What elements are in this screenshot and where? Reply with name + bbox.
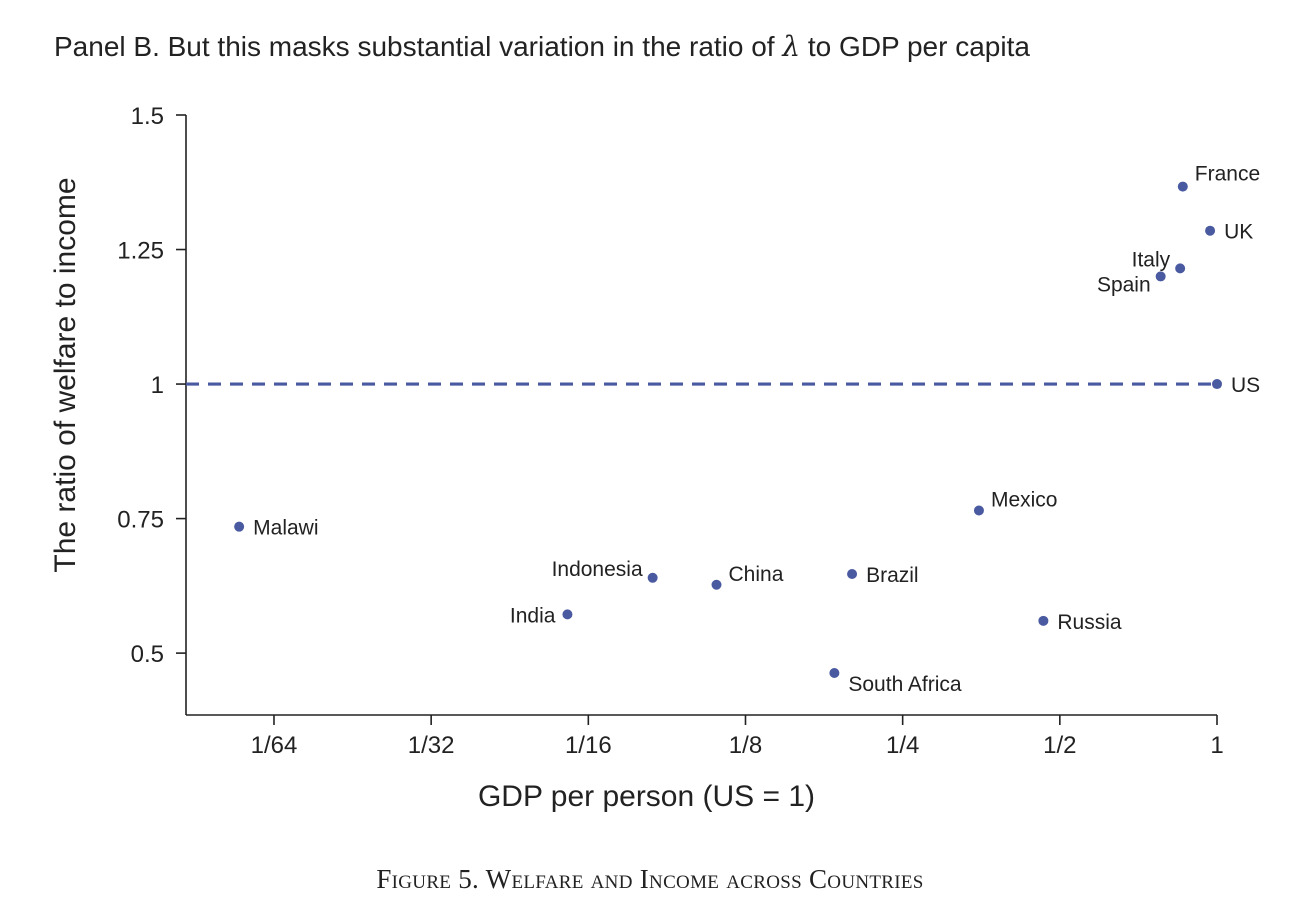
point-label: Spain (1097, 273, 1151, 296)
data-point (1175, 263, 1186, 274)
x-tick-label: 1/16 (565, 732, 612, 759)
point-label: Italy (1132, 248, 1171, 271)
data-point (647, 572, 658, 583)
x-tick-label: 1 (1210, 732, 1223, 759)
y-tick-label: 1 (151, 372, 164, 399)
y-axis-title: The ratio of welfare to income (49, 177, 82, 572)
data-point (711, 579, 722, 590)
data-point (1177, 181, 1188, 192)
data-point (1038, 615, 1049, 626)
point-label: Brazil (866, 564, 919, 587)
y-tick-label: 0.75 (117, 507, 164, 534)
lambda-symbol: λ (782, 30, 801, 63)
data-point (1155, 271, 1166, 282)
data-point (234, 521, 245, 532)
point-label: France (1195, 163, 1260, 186)
data-point (562, 609, 573, 620)
point-label: India (510, 604, 556, 627)
point-label: Indonesia (552, 558, 643, 581)
y-tick-label: 1.5 (131, 103, 164, 130)
point-label: Mexico (991, 489, 1058, 512)
point-label: UK (1224, 221, 1253, 244)
axes: 0.5 0.75 1 1.25 1.5 1/64 1/32 1/16 1/8 1/4 1/2 1 (117, 103, 1223, 759)
point-label: South Africa (848, 673, 962, 696)
x-tick-label: 1/4 (886, 732, 919, 759)
point-label: US (1231, 374, 1260, 397)
x-tick-label: 1/32 (408, 732, 455, 759)
y-tick-label: 0.5 (131, 641, 164, 668)
panel-title-suffix: to GDP per capita (800, 31, 1030, 62)
data-point (829, 668, 840, 679)
axis-titles: GDP per person (US = 1) The ratio of welf… (49, 177, 815, 813)
figure-caption: Figure 5. Welfare and Income across Coun… (376, 864, 924, 894)
x-tick-label: 1/64 (251, 732, 298, 759)
data-point (1205, 225, 1216, 236)
y-tick-label: 1.25 (117, 238, 164, 265)
panel-title-prefix: Panel B. But this masks substantial vari… (54, 31, 783, 62)
point-label: Russia (1057, 611, 1122, 634)
data-points: Malawi India Indonesia China Brazil South Afr… (234, 163, 1260, 696)
point-label: China (729, 563, 784, 586)
data-point (973, 505, 984, 516)
x-tick-label: 1/2 (1043, 732, 1076, 759)
data-point (847, 569, 858, 580)
point-label: Malawi (253, 517, 318, 540)
x-axis-title: GDP per person (US = 1) (478, 780, 815, 813)
x-tick-label: 1/8 (729, 732, 762, 759)
data-point (1212, 379, 1222, 390)
scatter-chart: 0.5 0.75 1 1.25 1.5 1/64 1/32 1/16 1/8 1/4 1/2 1 Ma… (49, 103, 1260, 813)
panel-title: Panel B. But this masks substantial vari… (54, 30, 1030, 63)
